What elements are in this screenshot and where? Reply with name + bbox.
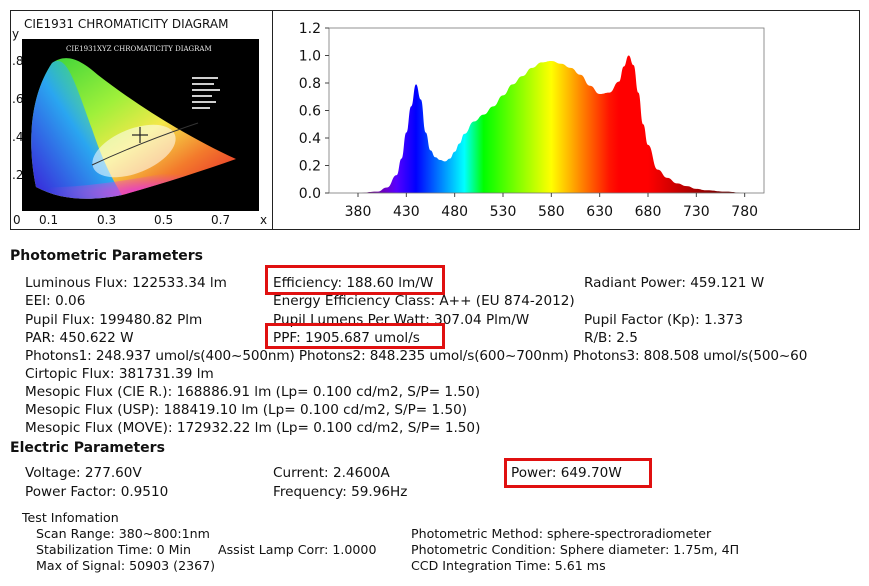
x-tick-label: 580 [538, 204, 565, 220]
y-tick-label: 0.2 [299, 159, 321, 175]
y-tick-label: 0.8 [299, 76, 321, 92]
cie-x-tick: 0.1 [39, 213, 59, 227]
scan-range: Scan Range: 380~800:1nm [36, 526, 210, 541]
spectrum-chart: 0.0 0.2 0.4 0.6 0.8 1.0 1.2 380 430 480 530 580 630 6… [299, 21, 765, 220]
cie-y-tick: .2 [12, 168, 24, 182]
cie-x-tick: 0 [13, 213, 21, 227]
stabilization-time: Stabilization Time: 0 Min [36, 542, 192, 557]
x-tick-label: 380 [345, 204, 372, 220]
efficiency-highlight [265, 265, 445, 295]
radiant-power: Radiant Power: 459.121 W [584, 275, 765, 291]
x-tick-label: 530 [490, 204, 517, 220]
power: Power: 649.70W [511, 465, 622, 481]
cie-x-tick: 0.3 [97, 213, 117, 227]
ccd-integration-time: CCD Integration Time: 5.61 ms [411, 558, 606, 573]
x-tick-label: 430 [393, 204, 420, 220]
x-tick-label: 630 [586, 204, 613, 220]
photometric-condition: Photometric Condition: Sphere diameter: … [411, 542, 740, 557]
cie-inner-title: CIE1931XYZ CHROMATICITY DIAGRAM [66, 45, 212, 53]
current: Current: 2.4600A [273, 465, 390, 481]
frequency: Frequency: 59.96Hz [273, 484, 408, 500]
pupil-factor: Pupil Factor (Kp): 1.373 [584, 312, 743, 328]
pupil-flux: Pupil Flux: 199480.82 Plm [25, 312, 203, 328]
assist-lamp-corr: Assist Lamp Corr: 1.0000 [218, 542, 377, 557]
x-tick-label: 680 [635, 204, 662, 220]
photometric-method: Photometric Method: sphere-spectroradiom… [411, 526, 712, 541]
rb-ratio: R/B: 2.5 [584, 330, 638, 346]
photometric-heading: Photometric Parameters [10, 248, 203, 264]
energy-class: Energy Efficiency Class: A++ (EU 874-201… [273, 293, 575, 309]
electric-heading: Electric Parameters [10, 440, 165, 456]
y-tick-label: 1.0 [299, 49, 321, 65]
mesopic-flux-move: Mesopic Flux (MOVE): 172932.22 lm (Lp= 0… [25, 420, 481, 436]
ppf-highlight [265, 323, 445, 349]
cie-y-tick: .6 [12, 92, 24, 106]
cie-diagram-image: CIE1931XYZ CHROMATICITY DIAGRAM [22, 39, 259, 211]
photons: Photons1: 248.937 umol/s(400~500nm) Phot… [25, 348, 808, 364]
power-factor: Power Factor: 0.9510 [25, 484, 169, 500]
test-info-heading: Test Infomation [22, 510, 119, 525]
mesopic-flux-cie: Mesopic Flux (CIE R.): 168886.91 lm (Lp=… [25, 384, 480, 400]
y-tick-label: 1.2 [299, 21, 321, 37]
y-tick-label: 0.4 [299, 131, 321, 147]
x-tick-label: 780 [731, 204, 758, 220]
luminous-flux: Luminous Flux: 122533.34 lm [25, 275, 227, 291]
power-highlight [504, 458, 652, 488]
cie-y-tick: .8 [12, 54, 24, 68]
cie-y-tick: .4 [12, 130, 24, 144]
spectrum-series-area [358, 55, 745, 193]
x-tick-label: 730 [683, 204, 710, 220]
voltage: Voltage: 277.60V [25, 465, 142, 481]
y-tick-label: 0.0 [299, 186, 321, 202]
par: PAR: 450.622 W [25, 330, 134, 346]
cie-y-label: y [12, 27, 20, 41]
cie-x-tick: 0.7 [211, 213, 231, 227]
cie-x-label: x [260, 213, 268, 227]
chart-divider [272, 10, 273, 230]
cie-diagram-title: CIE1931 CHROMATICITY DIAGRAM [24, 17, 229, 31]
max-signal: Max of Signal: 50903 (2367) [36, 558, 216, 573]
ppf: PPF: 1905.687 umol/s [273, 330, 420, 346]
mesopic-flux-usp: Mesopic Flux (USP): 188419.10 lm (Lp= 0.… [25, 402, 468, 418]
cie-x-tick: 0.5 [154, 213, 174, 227]
chart-frame [10, 10, 860, 230]
x-tick-label: 480 [441, 204, 468, 220]
efficiency: Efficiency: 188.60 lm/W [273, 275, 434, 291]
cirtopic-flux: Cirtopic Flux: 381731.39 lm [25, 366, 214, 382]
eei: EEI: 0.06 [25, 293, 86, 309]
y-tick-label: 0.6 [299, 104, 321, 120]
